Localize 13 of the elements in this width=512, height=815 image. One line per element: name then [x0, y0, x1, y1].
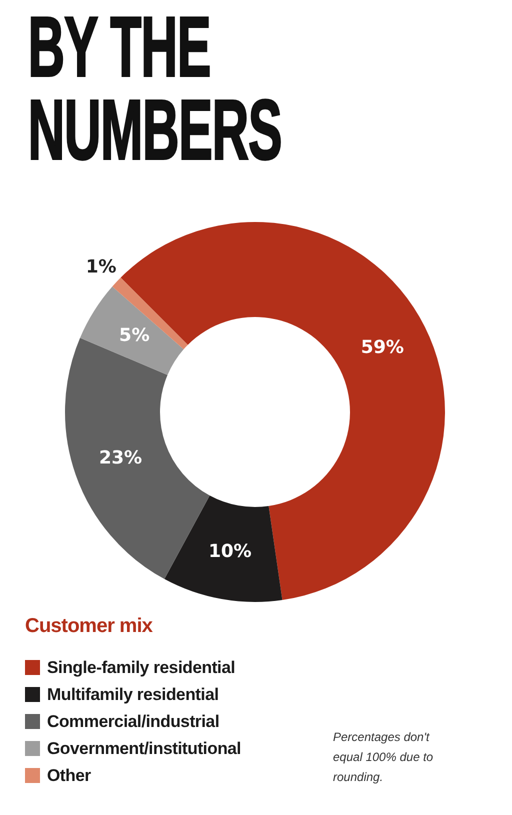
data-label: 10%: [208, 540, 252, 562]
legend-label: Other: [47, 766, 91, 786]
data-label: 1%: [86, 256, 116, 278]
legend-label: Commercial/industrial: [47, 712, 220, 732]
text: Percentages don't equal 100% due to rounding.: [333, 729, 434, 786]
legend-title: Customer mix: [25, 614, 154, 638]
data-label: 23%: [98, 448, 142, 469]
legend-label: Government/institutional: [47, 738, 241, 758]
legend-label: Multifamily residential: [47, 684, 219, 704]
legend-label: Single-family residential: [47, 658, 236, 678]
data-label: 5%: [119, 324, 150, 346]
chart-title: BY THE NUMBERS: [28, 0, 283, 178]
data-label: 59%: [360, 336, 404, 358]
